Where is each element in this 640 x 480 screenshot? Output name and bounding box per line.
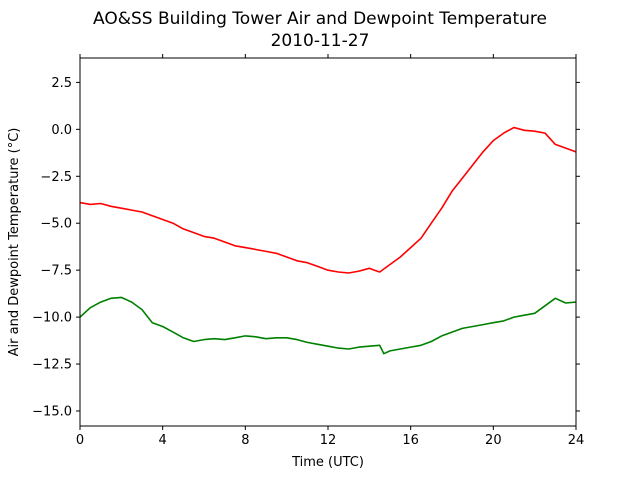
x-tick-label: 16 [402,433,419,448]
y-tick-label: −5.0 [40,217,72,232]
chart-subtitle: 2010-11-27 [271,31,370,51]
y-axis-label: Air and Dewpoint Temperature (°C) [7,128,22,357]
x-tick-label: 0 [76,433,84,448]
y-tick-label: −10.0 [32,311,72,326]
y-tick-label: 2.5 [51,76,72,91]
x-tick-label: 20 [485,433,502,448]
chart-title: AO&SS Building Tower Air and Dewpoint Te… [93,9,547,29]
tick-layer: 0 4 8 12 16 20 24 2.5 0.0 −2.5 −5.0 −7.5 −10.0 −12.5 −… [32,54,584,448]
y-tick-label: 0.0 [51,123,72,138]
y-tick-label: −15.0 [32,404,72,419]
x-tick-label: 12 [320,433,337,448]
x-axis-label: Time (UTC) [291,455,364,470]
x-tick-label: 8 [241,433,249,448]
plot-frame [79,57,577,427]
x-tick-label: 4 [159,433,167,448]
series-line-1 [79,126,577,274]
series-line-2 [79,296,577,355]
series-layer [79,126,577,355]
y-tick-label: −7.5 [40,264,72,279]
y-tick-label: −2.5 [40,170,72,185]
plot-area [80,58,576,426]
x-tick-label: 24 [568,433,585,448]
y-tick-label: −12.5 [32,358,72,373]
